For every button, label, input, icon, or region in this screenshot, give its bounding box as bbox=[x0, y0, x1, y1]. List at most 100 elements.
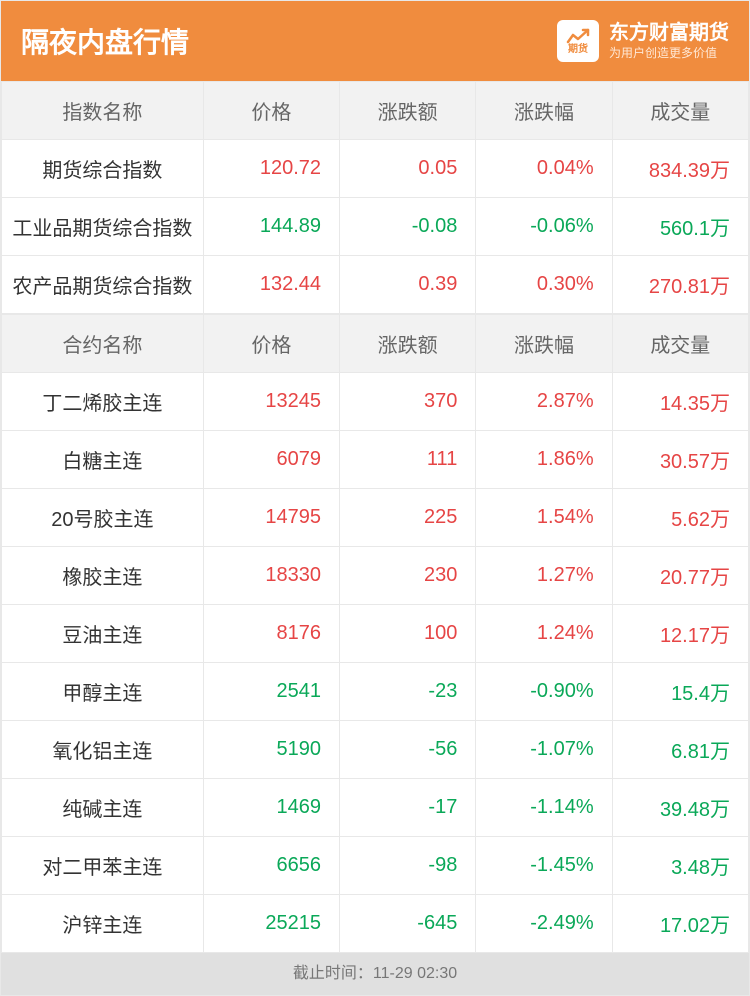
cell-price: 8176 bbox=[203, 605, 339, 663]
cell-change: -98 bbox=[340, 837, 476, 895]
col-change: 涨跌额 bbox=[340, 315, 476, 373]
cell-price: 1469 bbox=[203, 779, 339, 837]
cell-change-pct: -1.14% bbox=[476, 779, 612, 837]
brand-icon: 期货 bbox=[557, 20, 599, 62]
table-row: 农产品期货综合指数132.440.390.30%270.81万 bbox=[2, 256, 749, 314]
cell-price: 2541 bbox=[203, 663, 339, 721]
cell-price: 6656 bbox=[203, 837, 339, 895]
index-table-head: 指数名称 价格 涨跌额 涨跌幅 成交量 bbox=[2, 82, 749, 140]
col-index-name: 指数名称 bbox=[2, 82, 204, 140]
cell-change: 225 bbox=[340, 489, 476, 547]
cell-name: 期货综合指数 bbox=[2, 140, 204, 198]
cell-change-pct: 1.24% bbox=[476, 605, 612, 663]
cell-name: 纯碱主连 bbox=[2, 779, 204, 837]
table-row: 橡胶主连183302301.27%20.77万 bbox=[2, 547, 749, 605]
cell-change: 0.39 bbox=[340, 256, 476, 314]
footer-timestamp: 截止时间：11-29 02:30 bbox=[1, 953, 749, 995]
table-row: 20号胶主连147952251.54%5.62万 bbox=[2, 489, 749, 547]
cell-name: 农产品期货综合指数 bbox=[2, 256, 204, 314]
brand-text: 东方财富期货 为用户创造更多价值 bbox=[609, 20, 729, 62]
cell-change-pct: 1.27% bbox=[476, 547, 612, 605]
col-change-pct: 涨跌幅 bbox=[476, 82, 612, 140]
table-row: 工业品期货综合指数144.89-0.08-0.06%560.1万 bbox=[2, 198, 749, 256]
col-volume: 成交量 bbox=[612, 315, 748, 373]
cell-price: 14795 bbox=[203, 489, 339, 547]
card-title: 隔夜内盘行情 bbox=[21, 21, 189, 61]
cell-change-pct: 0.04% bbox=[476, 140, 612, 198]
brand-icon-text: 期货 bbox=[568, 44, 588, 55]
cell-volume: 3.48万 bbox=[612, 837, 748, 895]
cell-volume: 39.48万 bbox=[612, 779, 748, 837]
cell-change: -23 bbox=[340, 663, 476, 721]
cell-price: 144.89 bbox=[203, 198, 339, 256]
col-change: 涨跌额 bbox=[340, 82, 476, 140]
cell-price: 13245 bbox=[203, 373, 339, 431]
cell-volume: 20.77万 bbox=[612, 547, 748, 605]
cell-price: 25215 bbox=[203, 895, 339, 953]
cell-price: 6079 bbox=[203, 431, 339, 489]
table-row: 甲醇主连2541-23-0.90%15.4万 bbox=[2, 663, 749, 721]
cell-change-pct: 1.86% bbox=[476, 431, 612, 489]
col-volume: 成交量 bbox=[612, 82, 748, 140]
cell-volume: 17.02万 bbox=[612, 895, 748, 953]
table-row: 丁二烯胶主连132453702.87%14.35万 bbox=[2, 373, 749, 431]
cell-price: 120.72 bbox=[203, 140, 339, 198]
brand-block: 期货 东方财富期货 为用户创造更多价值 bbox=[557, 20, 729, 62]
cell-change-pct: 0.30% bbox=[476, 256, 612, 314]
cell-change-pct: -1.45% bbox=[476, 837, 612, 895]
col-change-pct: 涨跌幅 bbox=[476, 315, 612, 373]
card-header: 隔夜内盘行情 期货 东方财富期货 为用户创造更多价值 bbox=[1, 1, 749, 81]
contract-table-head: 合约名称 价格 涨跌额 涨跌幅 成交量 bbox=[2, 315, 749, 373]
cell-volume: 14.35万 bbox=[612, 373, 748, 431]
cell-change: -0.08 bbox=[340, 198, 476, 256]
cell-name: 沪锌主连 bbox=[2, 895, 204, 953]
cell-name: 豆油主连 bbox=[2, 605, 204, 663]
cell-volume: 12.17万 bbox=[612, 605, 748, 663]
brand-slogan: 为用户创造更多价值 bbox=[609, 46, 729, 62]
cell-volume: 560.1万 bbox=[612, 198, 748, 256]
cell-change-pct: -1.07% bbox=[476, 721, 612, 779]
cell-change: 230 bbox=[340, 547, 476, 605]
table-row: 白糖主连60791111.86%30.57万 bbox=[2, 431, 749, 489]
cell-change: 370 bbox=[340, 373, 476, 431]
cell-price: 132.44 bbox=[203, 256, 339, 314]
cell-change: -56 bbox=[340, 721, 476, 779]
cell-name: 工业品期货综合指数 bbox=[2, 198, 204, 256]
cell-name: 甲醇主连 bbox=[2, 663, 204, 721]
cell-volume: 15.4万 bbox=[612, 663, 748, 721]
cell-price: 5190 bbox=[203, 721, 339, 779]
cell-change-pct: -0.06% bbox=[476, 198, 612, 256]
cell-name: 对二甲苯主连 bbox=[2, 837, 204, 895]
table-row: 期货综合指数120.720.050.04%834.39万 bbox=[2, 140, 749, 198]
cell-name: 20号胶主连 bbox=[2, 489, 204, 547]
table-row: 豆油主连81761001.24%12.17万 bbox=[2, 605, 749, 663]
footer-time: 11-29 02:30 bbox=[373, 965, 457, 982]
cell-volume: 270.81万 bbox=[612, 256, 748, 314]
cell-volume: 834.39万 bbox=[612, 140, 748, 198]
cell-change-pct: -2.49% bbox=[476, 895, 612, 953]
footer-label: 截止时间： bbox=[293, 965, 373, 982]
table-row: 对二甲苯主连6656-98-1.45%3.48万 bbox=[2, 837, 749, 895]
cell-volume: 6.81万 bbox=[612, 721, 748, 779]
cell-change: -17 bbox=[340, 779, 476, 837]
cell-change: 0.05 bbox=[340, 140, 476, 198]
col-price: 价格 bbox=[203, 315, 339, 373]
contract-table: 合约名称 价格 涨跌额 涨跌幅 成交量 丁二烯胶主连132453702.87%1… bbox=[1, 314, 749, 953]
cell-change: -645 bbox=[340, 895, 476, 953]
table-row: 氧化铝主连5190-56-1.07%6.81万 bbox=[2, 721, 749, 779]
index-table: 指数名称 价格 涨跌额 涨跌幅 成交量 期货综合指数120.720.050.04… bbox=[1, 81, 749, 314]
contract-table-body: 丁二烯胶主连132453702.87%14.35万白糖主连60791111.86… bbox=[2, 373, 749, 953]
cell-change-pct: 2.87% bbox=[476, 373, 612, 431]
cell-change-pct: -0.90% bbox=[476, 663, 612, 721]
cell-name: 丁二烯胶主连 bbox=[2, 373, 204, 431]
index-table-body: 期货综合指数120.720.050.04%834.39万工业品期货综合指数144… bbox=[2, 140, 749, 314]
cell-volume: 5.62万 bbox=[612, 489, 748, 547]
table-row: 沪锌主连25215-645-2.49%17.02万 bbox=[2, 895, 749, 953]
col-price: 价格 bbox=[203, 82, 339, 140]
cell-volume: 30.57万 bbox=[612, 431, 748, 489]
cell-name: 橡胶主连 bbox=[2, 547, 204, 605]
table-row: 纯碱主连1469-17-1.14%39.48万 bbox=[2, 779, 749, 837]
cell-change-pct: 1.54% bbox=[476, 489, 612, 547]
cell-change: 100 bbox=[340, 605, 476, 663]
col-contract-name: 合约名称 bbox=[2, 315, 204, 373]
